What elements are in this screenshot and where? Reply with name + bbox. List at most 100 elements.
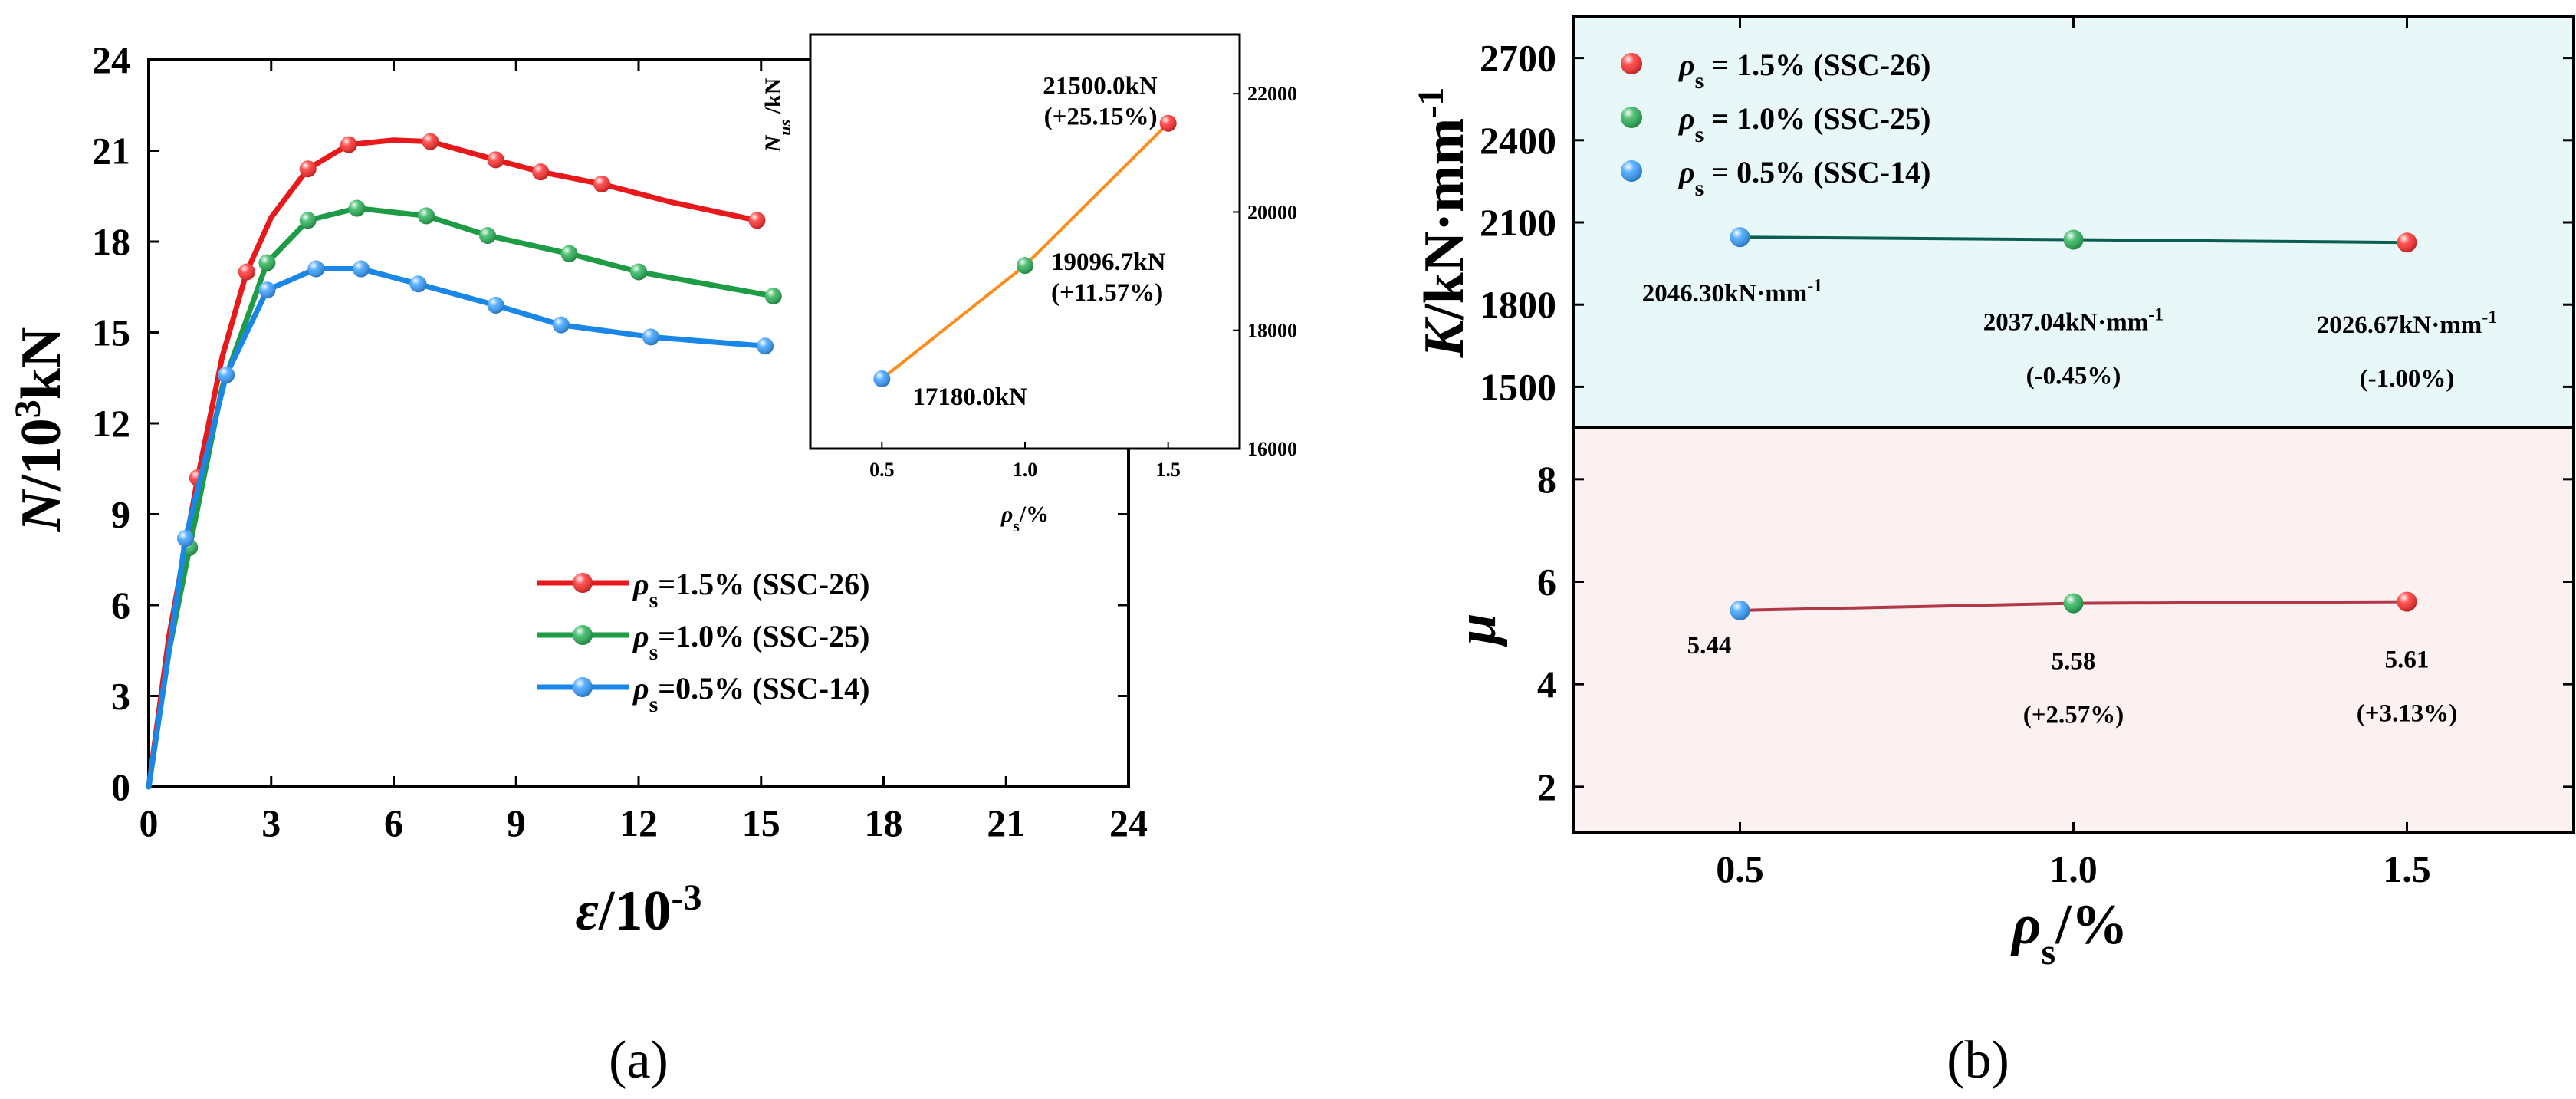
inset-ylabel: Nus /kN [761, 77, 794, 153]
stiffness-value-label: 2046.30kN·mm-1 [1642, 276, 1822, 308]
ductility-value-label: 5.58 [2052, 648, 2096, 676]
ductility-point-1-gloss [2063, 593, 2084, 614]
data-point-0-gloss [299, 160, 317, 178]
panel-a-ylabel: N/103kN [8, 327, 74, 533]
inset-xlabel: ρs/% [1001, 502, 1049, 535]
stiffness-value-label: 2026.67kN·mm-1 [2317, 308, 2497, 339]
inset-value-label: 19096.7kN [1051, 248, 1166, 276]
series-line-1 [146, 206, 777, 790]
x-tick-label: 1.5 [2383, 847, 2431, 890]
legend-label: ρs = 0.5% (SSC-14) [1678, 155, 1930, 201]
inset-y-tick-label: 20000 [1247, 201, 1297, 223]
inset-y-tick-label: 18000 [1247, 320, 1297, 342]
data-point-0-gloss [593, 175, 611, 192]
data-point-0-gloss [238, 263, 255, 281]
panel-b-xlabel: ρs/% [2010, 893, 2128, 972]
bottom-y-tick-label: 2 [1537, 765, 1556, 808]
top-y-tick-label: 2400 [1480, 119, 1556, 162]
legend-entry-ssc26: ρs = 1.5% (SSC-26) [1621, 48, 1930, 94]
panel-b-top-bg [1573, 17, 2574, 428]
panel-b-ticks: 1500 1800 2100 2400 2700 2 4 6 8 0.5 1.0 1.5 [1480, 17, 2574, 890]
legend-marker-gloss [573, 677, 593, 697]
data-point-1-gloss [560, 245, 578, 262]
inset-y-tick-label: 16000 [1247, 438, 1297, 460]
data-point-1-gloss [764, 288, 782, 305]
legend-label: ρs = 1.0% (SSC-25) [1678, 101, 1930, 147]
panel-b-bottom-bg [1573, 428, 2574, 833]
legend-entry-ssc25: ρs=1.0% (SSC-25) [537, 619, 869, 665]
series-line-2 [146, 266, 768, 790]
data-point-1-gloss [348, 199, 366, 217]
y-tick-label: 12 [92, 402, 130, 445]
x-tick-label: 6 [384, 801, 403, 844]
x-tick-label: 0.5 [1716, 847, 1764, 890]
ductility-point-0-gloss [1730, 600, 1750, 620]
inset-point-1-gloss [1017, 257, 1033, 275]
legend-marker-gloss [573, 573, 593, 593]
inset-ticks: 0.5 1.0 1.5 16000 18000 20000 22000 [869, 83, 1297, 481]
x-tick-label: 1.0 [2049, 847, 2098, 890]
data-point-2-gloss [307, 260, 325, 278]
panel-b-top-ylabel: K/kN·mm-1 [1411, 87, 1477, 358]
bottom-y-tick-label: 6 [1537, 561, 1556, 604]
inset-x-tick-label: 0.5 [869, 459, 895, 481]
data-point-2-gloss [409, 275, 427, 293]
data-point-2-gloss [352, 260, 370, 278]
legend-marker-gloss [1621, 53, 1642, 74]
y-tick-label: 18 [92, 220, 130, 263]
x-tick-label: 3 [261, 801, 281, 844]
ductility-value-label: 5.61 [2385, 647, 2430, 674]
data-point-1-gloss [630, 263, 647, 281]
y-tick-label: 3 [111, 675, 130, 718]
data-point-2-gloss [176, 530, 194, 548]
legend-entry-ssc26: ρs=1.5% (SSC-26) [537, 567, 869, 613]
panel-a-ticks: 0 3 6 9 12 15 18 21 24 0 3 6 9 12 15 18 21 24 [92, 38, 1148, 844]
ductility-point-2-gloss [2397, 591, 2417, 612]
inset-x-tick-label: 1.0 [1013, 459, 1038, 481]
data-point-1-gloss [478, 227, 496, 245]
x-tick-label: 24 [1109, 801, 1148, 844]
panel-a-label: (a) [609, 1031, 669, 1090]
data-point-0-gloss [748, 212, 766, 229]
stiffness-point-2-gloss [2397, 232, 2417, 253]
x-tick-label: 9 [507, 801, 526, 844]
data-point-1-gloss [418, 207, 435, 225]
inset-value-label: 17180.0kN [912, 383, 1027, 411]
legend-label: ρs=0.5% (SSC-14) [632, 671, 869, 717]
top-y-tick-label: 2700 [1480, 37, 1556, 80]
data-point-2-gloss [218, 366, 235, 383]
y-tick-label: 9 [111, 493, 130, 536]
top-y-tick-label: 2100 [1480, 201, 1556, 244]
legend-marker-gloss [573, 625, 593, 645]
y-tick-label: 15 [92, 311, 130, 354]
data-point-2-gloss [487, 296, 504, 314]
x-tick-label: 15 [742, 801, 780, 844]
x-tick-label: 21 [987, 801, 1025, 844]
y-tick-label: 24 [92, 38, 130, 81]
ductility-value-label: 5.44 [1687, 632, 1732, 660]
stiffness-point-0-gloss [1730, 227, 1750, 248]
inset-point-2-gloss [1159, 114, 1177, 132]
inset-pct-label: (+11.57%) [1051, 279, 1163, 307]
stiffness-point-1-gloss [2063, 229, 2084, 250]
data-point-0-gloss [487, 151, 504, 169]
stiffness-pct-label: (-1.00%) [2360, 365, 2455, 393]
panel-b-plot: 2046.30kN·mm-1 2037.04kN·mm-1 (-0.45%) 2026… [1642, 227, 2497, 729]
panel-b-legend: ρs = 1.5% (SSC-26) ρs = 1.0% (SSC-25) ρs… [1621, 48, 1930, 201]
panel-b-bottom-ylabel: μ [1445, 613, 1508, 647]
ductility-pct-label: (+2.57%) [2023, 702, 2124, 729]
data-point-1-gloss [258, 254, 276, 271]
legend-entry-ssc14: ρs=0.5% (SSC-14) [537, 671, 869, 717]
legend-label: ρs = 1.5% (SSC-26) [1678, 48, 1930, 94]
inset-x-tick-label: 1.5 [1155, 459, 1181, 481]
data-point-0-gloss [340, 136, 357, 153]
top-y-tick-label: 1500 [1480, 365, 1556, 408]
inset-pct-label: (+25.15%) [1044, 104, 1158, 131]
data-point-2-gloss [642, 328, 659, 346]
y-tick-label: 21 [92, 130, 130, 173]
panel-b-label: (b) [1947, 1031, 2009, 1090]
inset-point-0-gloss [873, 370, 891, 387]
top-y-tick-label: 1800 [1480, 283, 1556, 326]
legend-entry-ssc25: ρs = 1.0% (SSC-25) [1621, 101, 1930, 147]
